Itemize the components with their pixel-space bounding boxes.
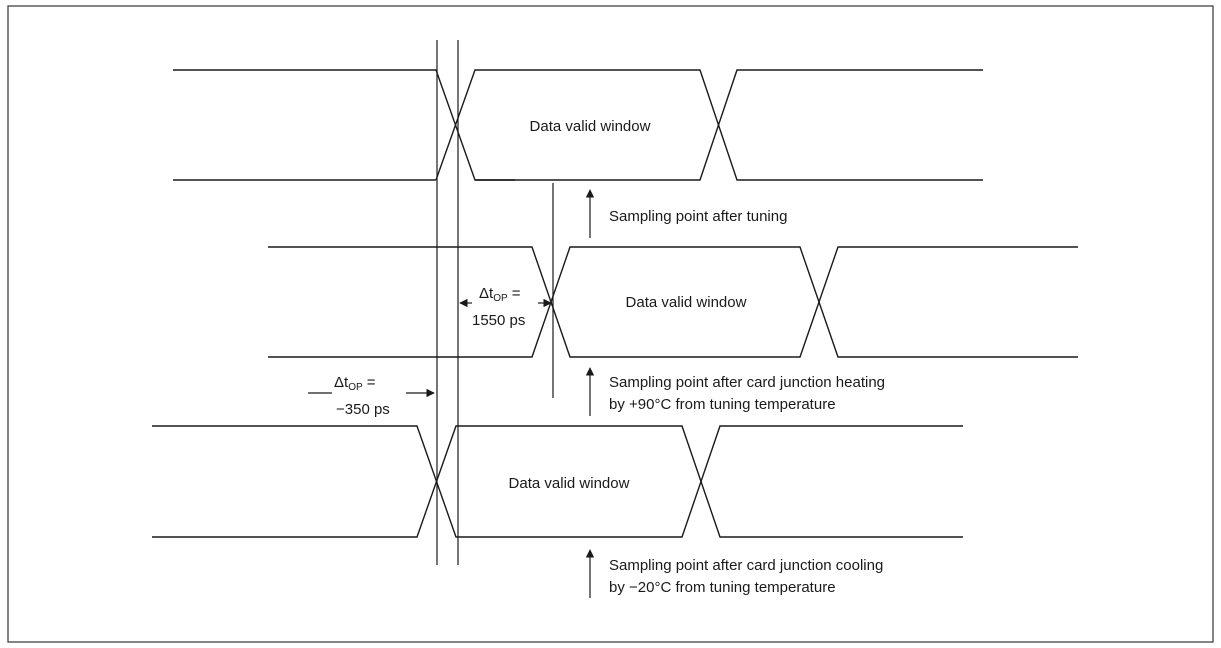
delta-cooling-symbol: Δt — [334, 374, 349, 391]
waveform-hot-bottom-edge — [268, 246, 1078, 358]
waveform-hot: Data valid window — [268, 246, 1078, 358]
sampling-label-cold-line1: Sampling point after card junction cooli… — [609, 557, 883, 574]
delta-heating-equals: = — [508, 285, 521, 302]
window-label-cold: Data valid window — [509, 475, 630, 492]
delta-cooling-subscript: OP — [348, 382, 363, 393]
waveform-hot-top-edge — [268, 246, 1078, 358]
delta-cooling: ΔtOP = −350 ps — [308, 374, 435, 418]
waveform-cold-top-edge — [152, 425, 963, 538]
delta-cooling-equals: = — [363, 374, 376, 391]
waveform-tuned: Data valid window — [173, 69, 983, 181]
delta-heating-label: ΔtOP = — [479, 285, 521, 304]
waveform-cold: Data valid window — [152, 425, 963, 538]
waveform-cold-bottom-edge — [152, 425, 963, 538]
window-label-hot: Data valid window — [626, 294, 747, 311]
waveform-tuned-bottom-edge — [173, 69, 983, 181]
sampling-label-hot-line1: Sampling point after card junction heati… — [609, 374, 885, 391]
sampling-label-tuned: Sampling point after tuning — [609, 208, 787, 225]
delta-cooling-label: ΔtOP = — [334, 374, 376, 393]
delta-heating-subscript: OP — [493, 293, 508, 304]
window-label-tuned: Data valid window — [530, 118, 651, 135]
delta-cooling-value: −350 ps — [336, 401, 390, 418]
delta-heating: ΔtOP = 1550 ps — [459, 285, 552, 329]
delta-heating-value: 1550 ps — [472, 312, 525, 329]
figure-border — [7, 5, 1214, 643]
sampling-label-cold-line2: by −20°C from tuning temperature — [609, 579, 836, 596]
delta-heating-symbol: Δt — [479, 285, 494, 302]
sampling-label-hot-line2: by +90°C from tuning temperature — [609, 396, 836, 413]
